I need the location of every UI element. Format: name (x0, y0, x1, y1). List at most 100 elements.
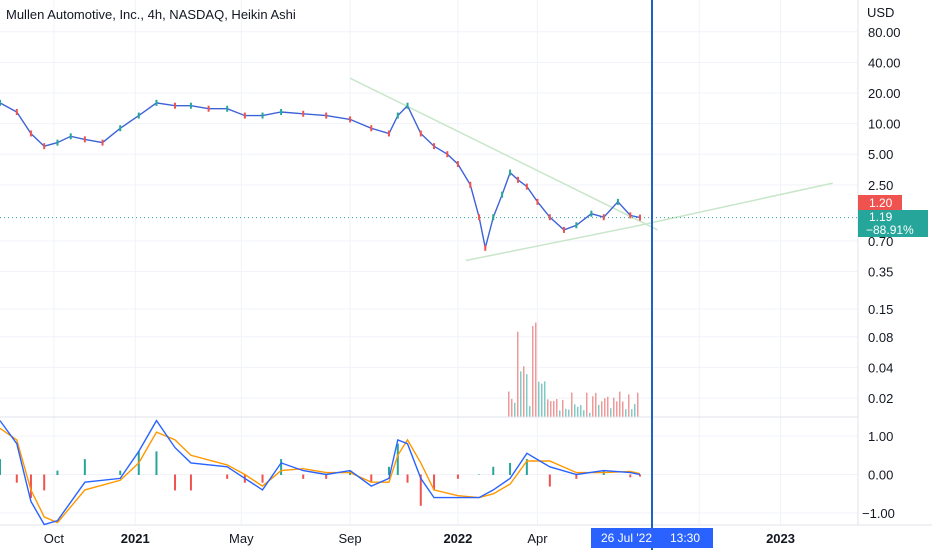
volume-bar (634, 404, 636, 417)
price-point (525, 183, 528, 190)
macd-histogram-bar (302, 474, 305, 479)
trendline (349, 77, 659, 231)
price-point (387, 130, 390, 137)
volume-bar (625, 409, 627, 417)
price-tick-label: 0.08 (868, 330, 893, 345)
macd-histogram-bar (548, 474, 551, 487)
macd-tick-label: 1.00 (868, 429, 893, 444)
macd-histogram-bar (261, 474, 264, 483)
currency-label: USD (867, 5, 894, 20)
price-point (56, 139, 59, 146)
time-tick-label: 2021 (121, 531, 150, 546)
volume-bar (535, 322, 537, 417)
last-price-label: 1.19 (869, 210, 893, 224)
price-tick-label: 0.35 (868, 265, 893, 280)
volume-bar (508, 391, 510, 417)
volume-bar (517, 331, 519, 417)
volume-bar (541, 383, 543, 417)
price-point (325, 112, 328, 119)
price-point (478, 214, 481, 221)
price-point (370, 125, 373, 132)
price-point (509, 169, 512, 176)
volume-bar (511, 398, 513, 417)
macd-histogram-bar (325, 474, 328, 479)
price-tick-label: 0.02 (868, 391, 893, 406)
price-point (137, 112, 140, 119)
volume-bar (520, 371, 522, 417)
volume-bar (589, 412, 591, 417)
macd-histogram-bar (639, 474, 641, 477)
price-point (602, 214, 605, 221)
price-tick-label: 0.70 (868, 234, 893, 249)
macd-tick-label: 0.00 (868, 468, 893, 483)
macd-histogram-bar (509, 462, 512, 475)
price-tick-label: 0.15 (868, 302, 893, 317)
time-tick-label: Oct (44, 531, 65, 546)
crosshair-date: 26 Jul '22 (601, 531, 652, 545)
macd-histogram-bar (119, 470, 122, 475)
volume-bar (556, 398, 558, 417)
crosshair[interactable]: 26 Jul '22 13:30 (591, 0, 713, 550)
volume-bar (595, 392, 597, 417)
macd-histogram-bar (83, 459, 86, 475)
volume-bar (622, 401, 624, 417)
price-point (469, 181, 472, 188)
macd-histogram-bar (406, 474, 409, 483)
price-point (406, 102, 409, 109)
time-tick-label: 2022 (443, 531, 472, 546)
price-tick-label: 40.00 (868, 55, 901, 70)
volume-bar (562, 399, 564, 417)
volume-bar (514, 402, 516, 417)
volume-bar (601, 401, 603, 417)
volume-bar (586, 392, 588, 417)
price-point (69, 133, 72, 140)
prev-close-tag: 1.20 (858, 195, 902, 211)
volume-bar (523, 366, 525, 417)
price-point (548, 214, 551, 221)
time-tick-label: May (229, 531, 254, 546)
volume-bar (604, 398, 606, 417)
macd-histogram-bar (189, 474, 192, 491)
price-point (396, 112, 399, 119)
macd-histogram-bar (280, 459, 283, 475)
time-tick-label: Apr (527, 531, 548, 546)
volume-bar (565, 408, 567, 417)
macd-histogram-bar (396, 443, 399, 475)
price-point (83, 136, 86, 143)
volume-bar (544, 381, 546, 417)
crosshair-time-tag (591, 528, 713, 548)
price-point (101, 139, 104, 146)
price-point (517, 176, 520, 183)
price-point (562, 226, 565, 233)
price-point (15, 109, 18, 116)
macd-histogram-bar (43, 474, 46, 491)
macd-histogram-bar (433, 474, 436, 491)
price-point (501, 191, 504, 198)
volume-bars (508, 322, 639, 417)
time-axis: Oct2021MaySep2022AprOct2023 (44, 531, 795, 546)
last-price-tag: 1.19 −88.91% (858, 210, 928, 237)
volume-bar (553, 400, 555, 417)
price-axis: 80.00 40.00 20.00 10.00 5.00 2.50 0.70 0.35 0.15… (868, 25, 901, 406)
trendline (465, 224, 641, 262)
macd-axis: 1.00 0.00 −1.00 (862, 429, 895, 521)
volume-bar (631, 409, 633, 417)
volume-bar (559, 410, 561, 417)
price-point (446, 151, 449, 158)
price-tick-label: 20.00 (868, 86, 901, 101)
price-tick-label: 0.04 (868, 360, 893, 375)
price-point (280, 109, 283, 116)
price-point (189, 102, 192, 109)
macd-histogram-bar (226, 474, 229, 479)
macd-histogram-bar (29, 474, 32, 499)
volume-bar (628, 394, 630, 417)
volume-bar (571, 392, 573, 417)
volume-bar (619, 391, 621, 417)
volume-bar (574, 404, 576, 417)
volume-bar (613, 397, 615, 417)
trendline (639, 182, 833, 227)
volume-bar (607, 396, 609, 417)
price-point (590, 210, 593, 217)
price-point (536, 198, 539, 205)
